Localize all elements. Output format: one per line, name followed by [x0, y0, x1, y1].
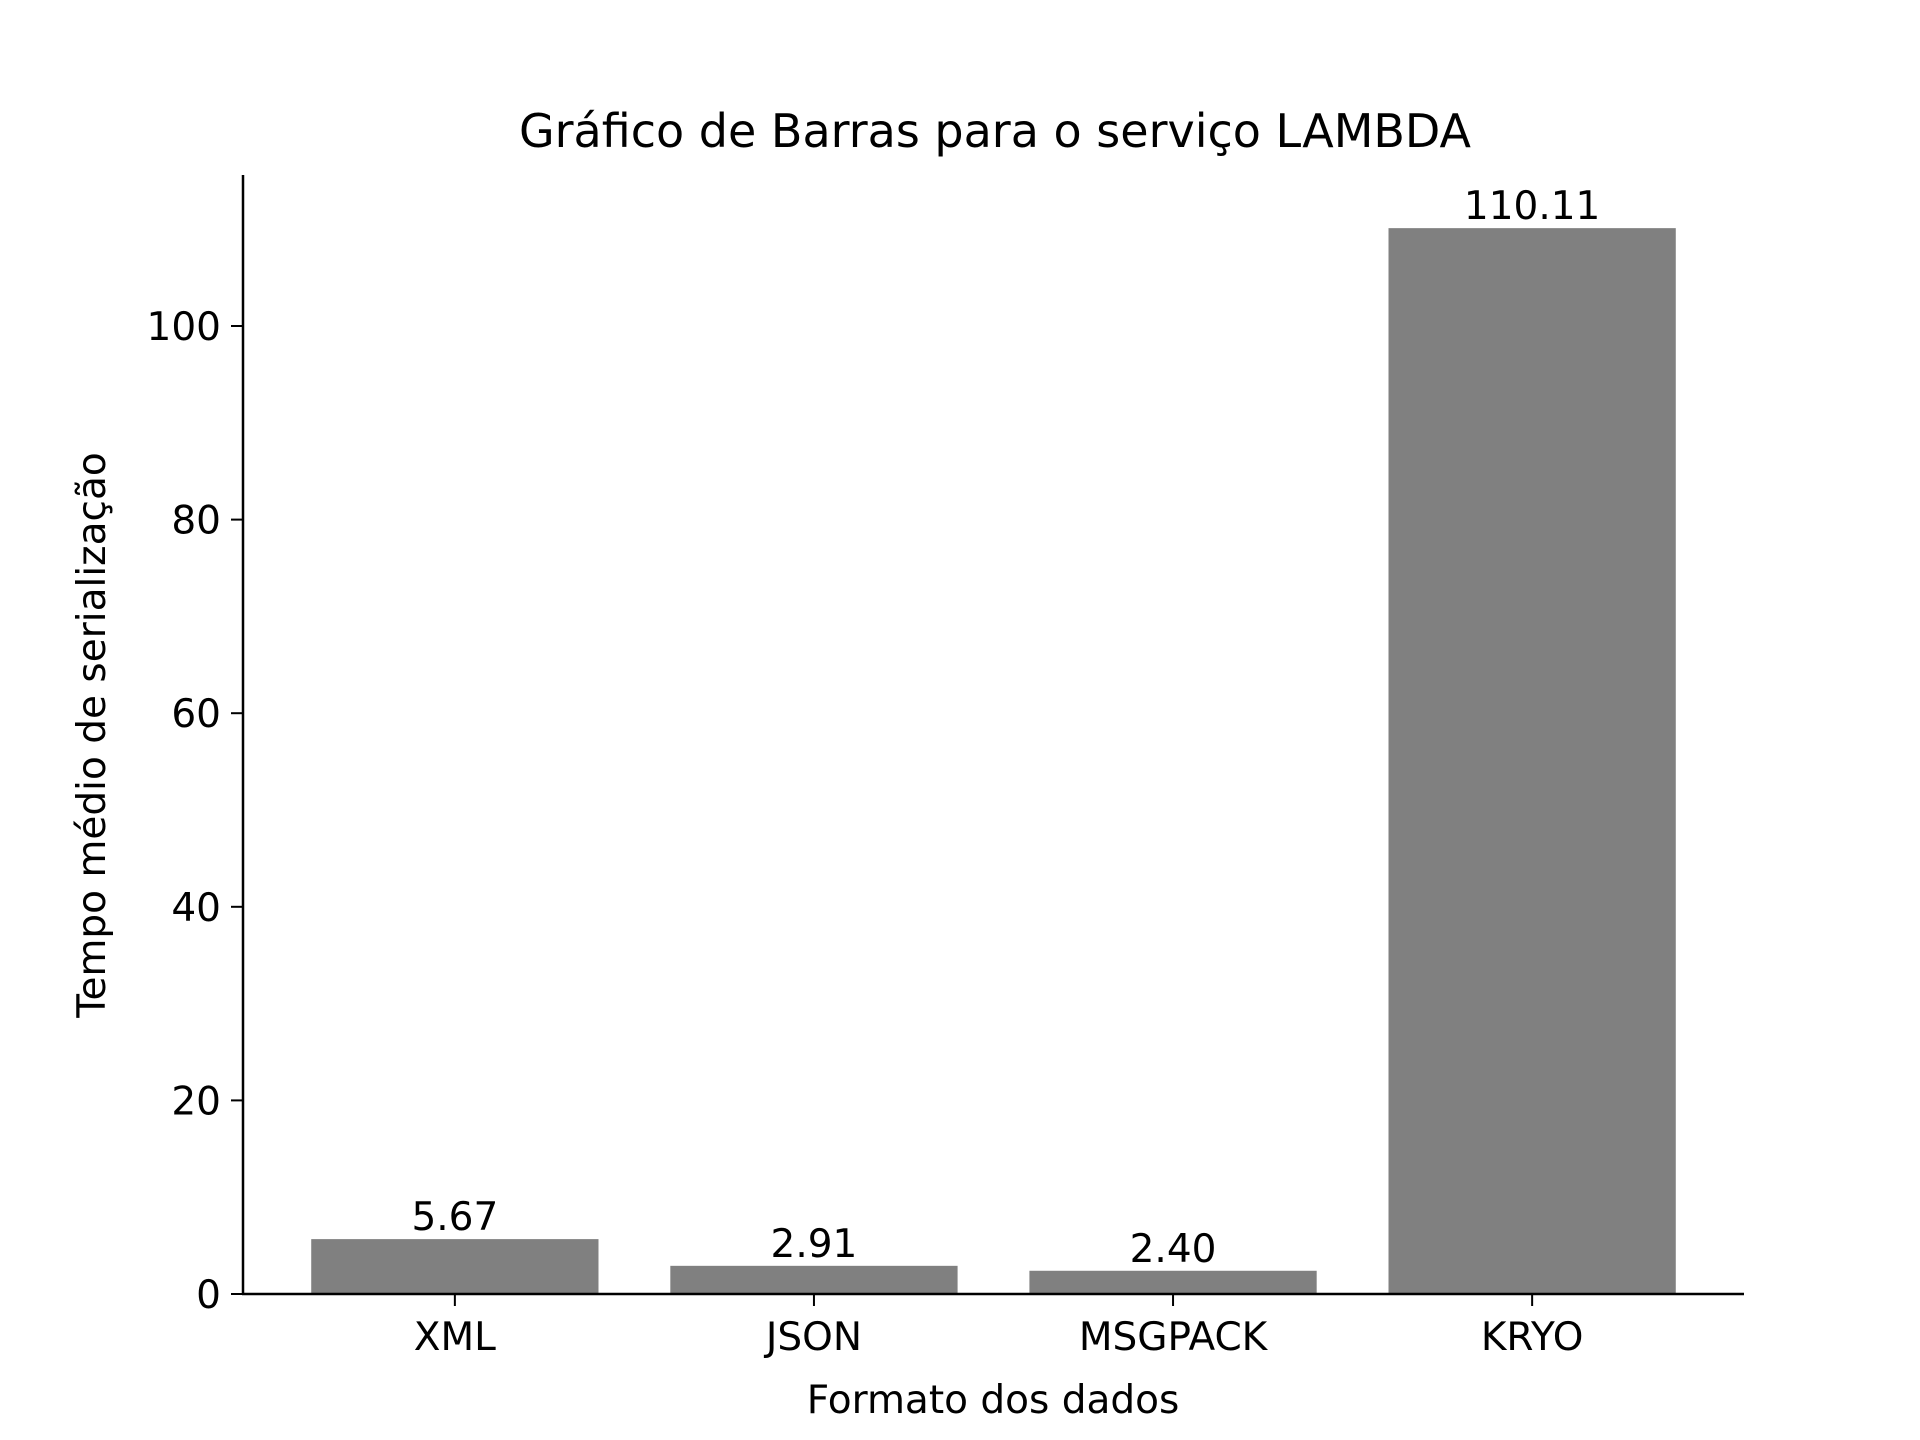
y-ticks-group: 0 20 40 60 80 100 — [147, 305, 243, 1318]
x-tick-label-kryo: KRYO — [1481, 1315, 1584, 1360]
data-label-msgpack: 2.40 — [1130, 1227, 1217, 1272]
x-tick-label-json: JSON — [763, 1315, 862, 1360]
y-tick-label-20: 20 — [171, 1079, 221, 1124]
bars-group — [311, 228, 1676, 1294]
y-tick-label-100: 100 — [147, 305, 221, 350]
y-tick-label-60: 60 — [171, 692, 221, 737]
x-tick-label-msgpack: MSGPACK — [1079, 1315, 1269, 1360]
x-tick-label-xml: XML — [414, 1315, 496, 1360]
x-ticks-group: XML JSON MSGPACK KRYO — [414, 1294, 1584, 1360]
y-tick-label-40: 40 — [171, 886, 221, 931]
x-axis-label: Formato dos dados — [807, 1378, 1180, 1423]
y-tick-label-0: 0 — [196, 1273, 221, 1318]
data-label-json: 2.91 — [771, 1222, 858, 1267]
bar-msgpack — [1029, 1270, 1317, 1294]
y-tick-label-80: 80 — [171, 499, 221, 544]
bar-json — [670, 1265, 958, 1294]
bar-kryo — [1388, 228, 1676, 1294]
data-label-xml: 5.67 — [411, 1195, 498, 1240]
data-label-kryo: 110.11 — [1464, 184, 1600, 229]
data-labels-group: 5.67 2.91 2.40 110.11 — [411, 184, 1600, 1272]
bar-xml — [311, 1239, 599, 1294]
y-axis-label: Tempo médio de serialização — [70, 452, 115, 1019]
chart-title: Gráfico de Barras para o serviço LAMBDA — [519, 104, 1472, 158]
